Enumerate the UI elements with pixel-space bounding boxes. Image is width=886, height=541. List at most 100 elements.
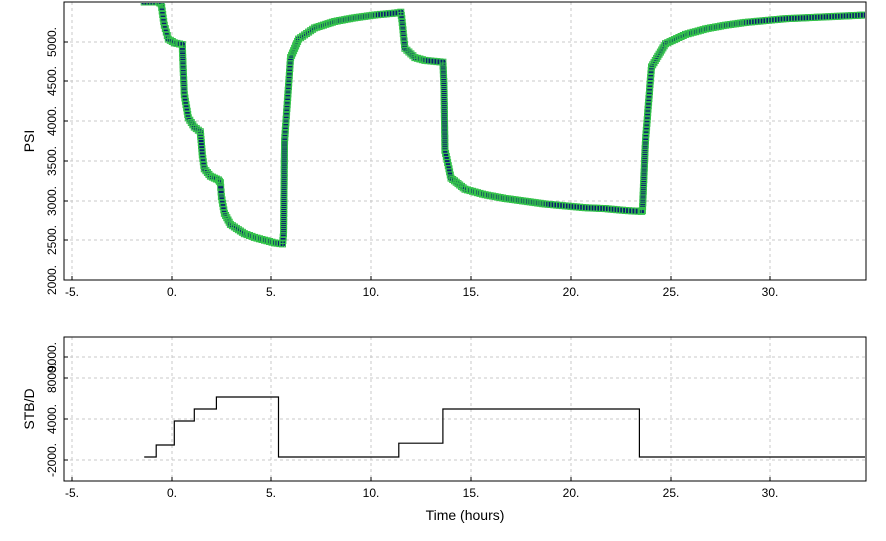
measured-point xyxy=(441,138,449,146)
measured-point xyxy=(441,122,449,130)
measured-point xyxy=(284,94,292,101)
measured-point xyxy=(670,36,678,44)
measured-point xyxy=(179,68,187,76)
measured-point xyxy=(291,44,299,52)
measured-point xyxy=(440,81,448,89)
measured-point xyxy=(440,102,448,110)
measured-point xyxy=(178,41,186,49)
measured-point xyxy=(156,3,164,7)
measured-point xyxy=(400,33,408,41)
measured-point xyxy=(281,126,289,134)
measured-point xyxy=(281,130,289,138)
measured-point xyxy=(639,199,647,207)
measured-point xyxy=(401,44,409,52)
y-tick-label: 3500. xyxy=(45,146,59,176)
y-axis-label: STB/D xyxy=(21,388,37,429)
measured-point xyxy=(439,66,447,74)
measured-point xyxy=(280,193,288,201)
measured-point xyxy=(283,97,291,105)
y-tick-label: 5000. xyxy=(45,27,59,57)
measured-point xyxy=(286,65,294,72)
measured-point xyxy=(398,15,406,23)
x-tick-label: -5. xyxy=(65,486,79,500)
measured-point xyxy=(407,50,415,58)
measured-point xyxy=(179,54,187,62)
measured-point xyxy=(315,23,323,30)
measured-point xyxy=(440,86,448,93)
measured-point xyxy=(281,145,288,153)
x-tick-label: 5. xyxy=(266,486,276,500)
measured-point xyxy=(280,157,288,165)
measured-point xyxy=(286,61,294,69)
x-tick-label: -5. xyxy=(65,285,79,299)
measured-point xyxy=(280,177,288,185)
measured-point xyxy=(459,184,467,192)
measured-point xyxy=(640,176,648,184)
measured-point xyxy=(283,108,291,116)
measured-point xyxy=(164,35,172,43)
x-tick-label: 20. xyxy=(563,486,580,500)
measured-point xyxy=(180,72,187,80)
y-tick-label: 9000. xyxy=(45,342,59,372)
measured-point xyxy=(280,173,288,181)
measured-point xyxy=(677,33,685,40)
measured-point xyxy=(640,172,648,180)
measured-point xyxy=(180,76,188,84)
measured-point xyxy=(647,74,655,81)
measured-point xyxy=(679,32,687,39)
y-tick-label: -2000. xyxy=(45,443,59,477)
measured-point xyxy=(281,133,289,141)
measured-point xyxy=(285,72,293,80)
measured-point xyxy=(441,126,449,134)
measured-point xyxy=(280,189,288,197)
measured-point xyxy=(217,183,225,191)
measured-point xyxy=(280,185,288,193)
y-tick-label: 8000. xyxy=(45,363,59,393)
measured-point xyxy=(642,134,650,141)
measured-point xyxy=(223,214,231,222)
pressure-panel: -5. 0. 5. 10. 15. 20. 25. 30. 2000. 2500. 3000. 350… xyxy=(21,1,867,299)
measured-point xyxy=(216,179,224,187)
measured-point xyxy=(280,153,288,161)
measured-point xyxy=(224,216,232,224)
plot-frame xyxy=(63,1,867,281)
measured-point xyxy=(440,98,448,106)
measured-point xyxy=(641,145,649,153)
measured-point xyxy=(280,218,288,226)
measured-point xyxy=(641,149,649,157)
measured-point xyxy=(668,37,676,45)
measured-point xyxy=(399,26,407,34)
measured-points xyxy=(140,3,865,248)
simulated-pressure-line xyxy=(141,3,865,247)
measured-point xyxy=(284,90,292,98)
measured-point xyxy=(322,20,330,28)
measured-point xyxy=(283,104,291,112)
measured-point xyxy=(285,79,293,87)
rate-step-line xyxy=(144,396,865,458)
measured-point xyxy=(179,57,187,65)
measured-point xyxy=(280,230,287,238)
rate-panel: -5. 0. 5. 10. 15. 20. 25. 30. -2000. 4000. 8000.90… xyxy=(21,336,867,523)
measured-point xyxy=(280,165,288,173)
measured-point xyxy=(317,22,325,30)
measured-point xyxy=(440,114,448,122)
measured-point xyxy=(440,78,448,85)
measured-point xyxy=(178,45,186,53)
measured-point xyxy=(666,38,674,46)
measured-point xyxy=(280,206,288,213)
measured-point xyxy=(641,141,649,149)
measured-point xyxy=(441,142,449,150)
measured-point xyxy=(645,98,653,106)
measured-point xyxy=(440,74,448,82)
measured-point xyxy=(281,137,289,145)
measured-point xyxy=(439,70,447,78)
measured-point xyxy=(282,115,290,123)
measured-point xyxy=(641,152,649,160)
y-axis-label: PSI xyxy=(21,130,37,153)
measured-point xyxy=(159,11,167,18)
measured-point xyxy=(168,38,176,45)
measured-point xyxy=(313,23,321,31)
measured-point xyxy=(292,42,300,50)
